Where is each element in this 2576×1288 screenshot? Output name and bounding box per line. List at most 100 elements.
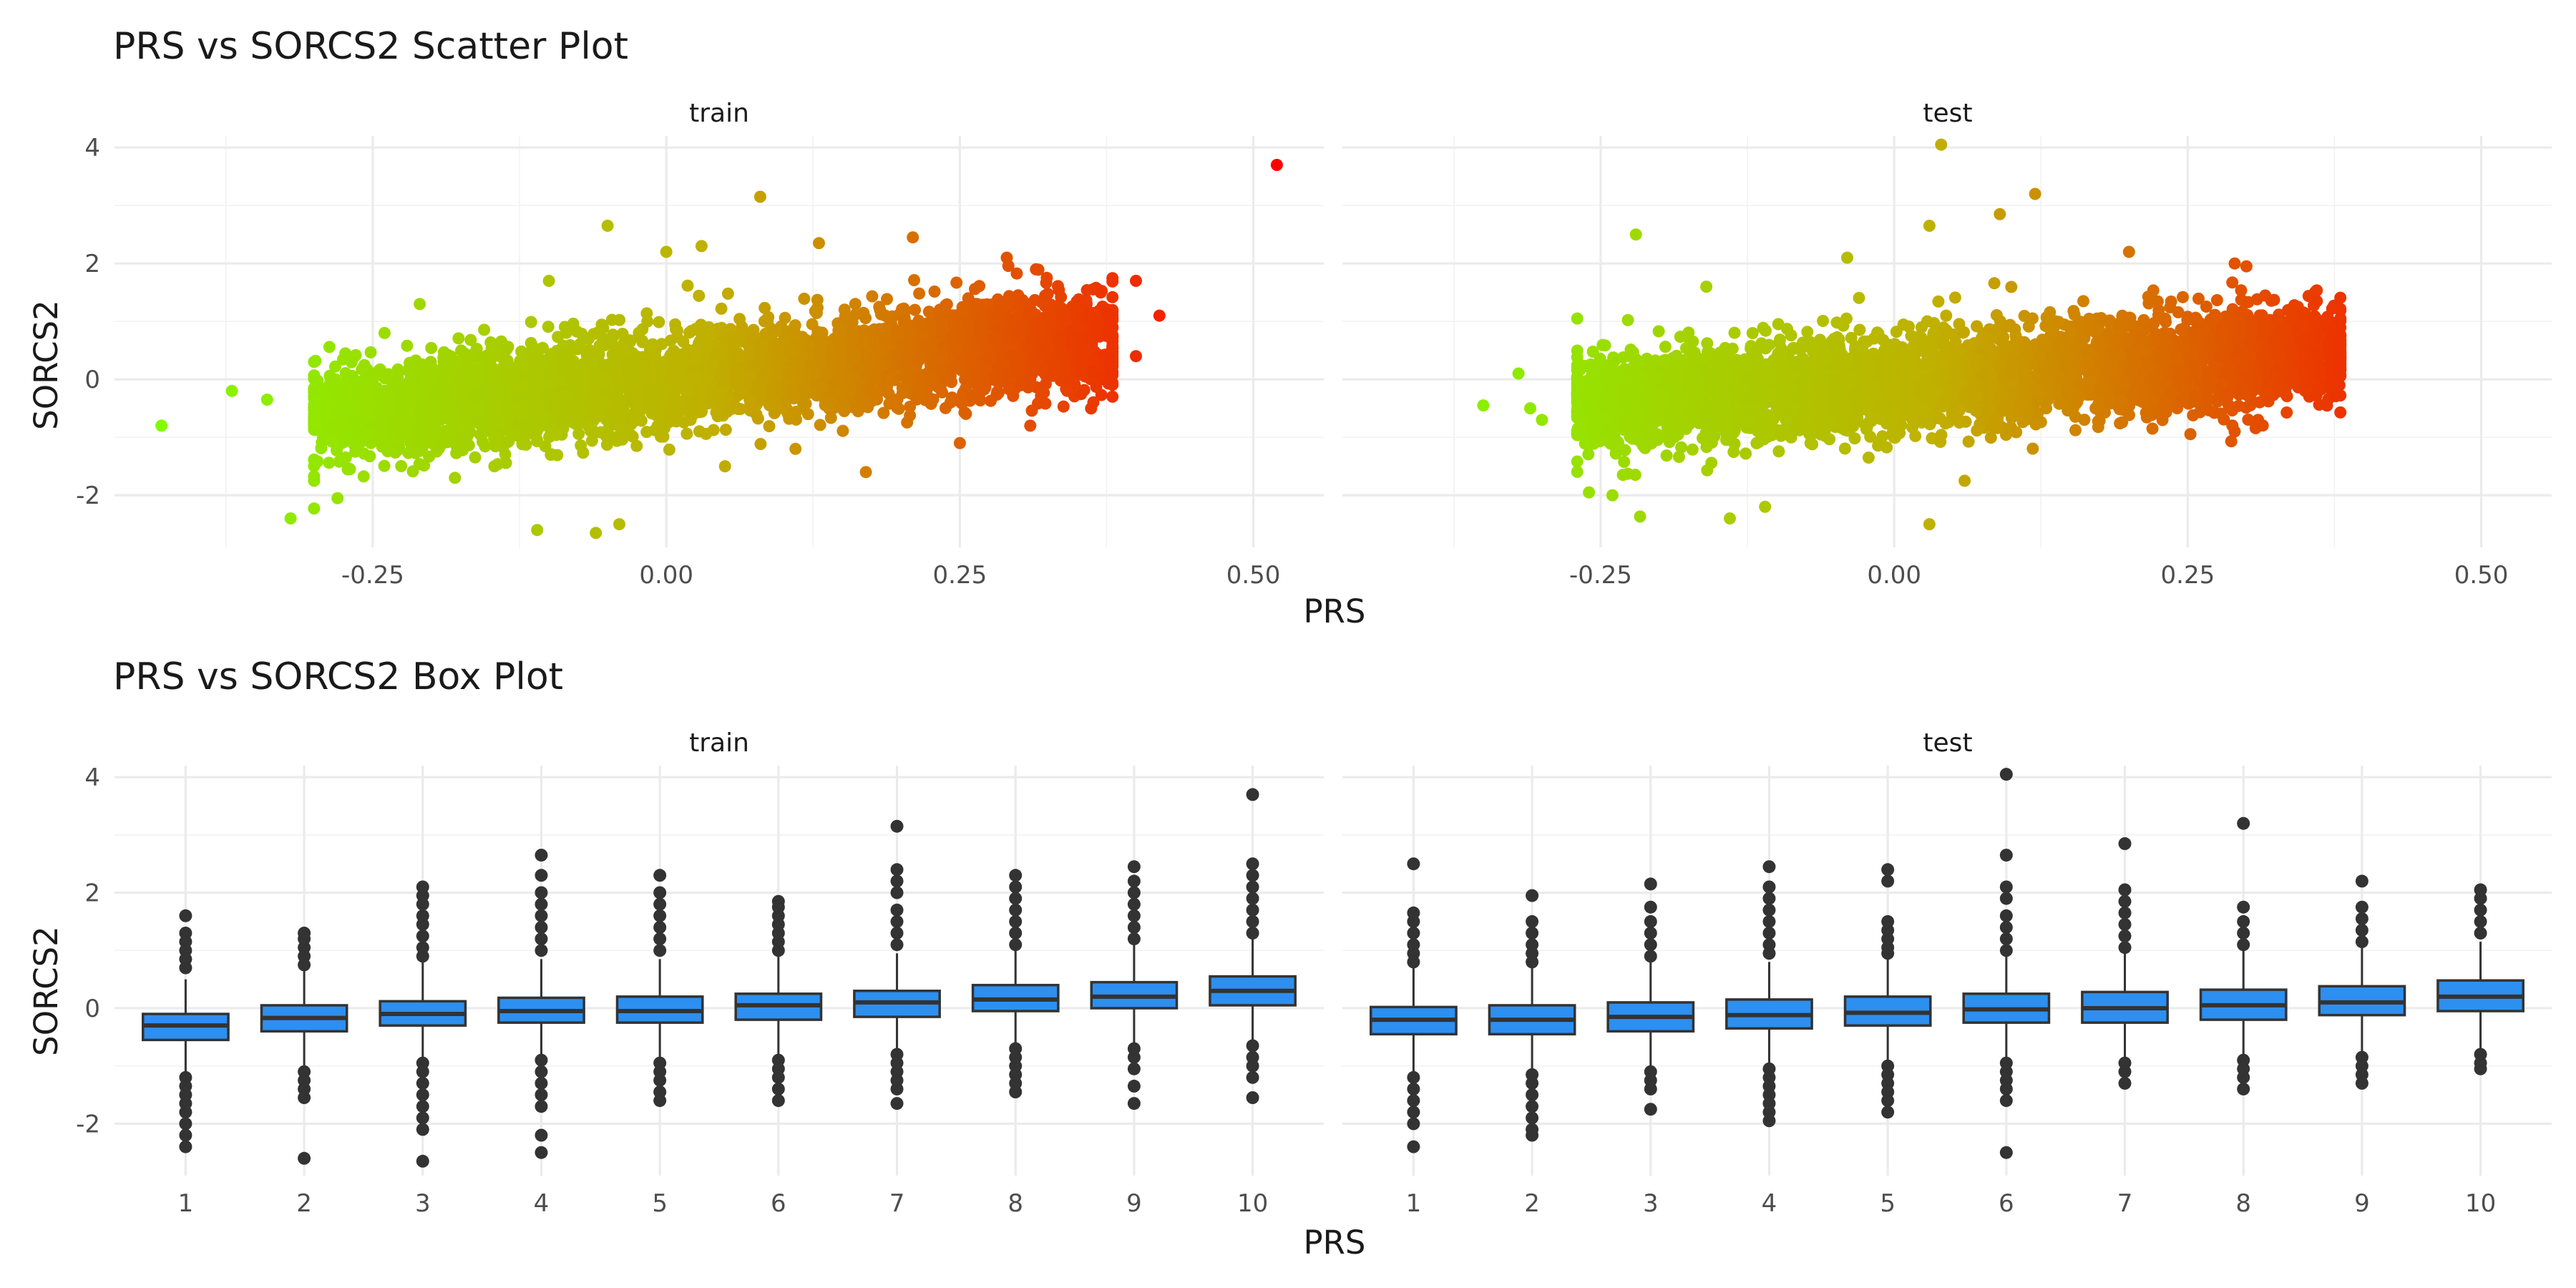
x-tick-label: 0.50 bbox=[2454, 561, 2509, 590]
scatter-point bbox=[2184, 428, 2197, 441]
scatter-point bbox=[867, 374, 880, 386]
scatter-point bbox=[718, 460, 731, 473]
scatter-point bbox=[377, 427, 390, 440]
scatter-point bbox=[866, 290, 879, 303]
scatter-point bbox=[928, 286, 941, 298]
scatter-point bbox=[847, 333, 859, 346]
scatter-point bbox=[437, 355, 450, 368]
scatter-point bbox=[669, 318, 682, 331]
scatter-point bbox=[758, 301, 771, 314]
scatter-point bbox=[478, 323, 491, 336]
scatter-point bbox=[625, 369, 638, 381]
scatter-point bbox=[2077, 295, 2089, 308]
scatter-point bbox=[975, 313, 987, 326]
scatter-point bbox=[364, 376, 376, 389]
scatter-point bbox=[308, 459, 321, 472]
scatter-point bbox=[479, 440, 492, 453]
scatter-point bbox=[1000, 296, 1013, 308]
scatter-point bbox=[515, 409, 528, 422]
scatter-point bbox=[421, 362, 434, 375]
scatter-point bbox=[1660, 449, 1673, 462]
scatter-point bbox=[660, 245, 673, 258]
x-tick-label: -0.25 bbox=[1569, 561, 1632, 590]
scatter-point bbox=[1060, 384, 1073, 397]
scatter-point bbox=[488, 460, 501, 473]
scatter-point bbox=[487, 367, 500, 380]
scatter-point bbox=[839, 310, 852, 323]
scatter-point bbox=[715, 302, 728, 315]
scatter-point bbox=[431, 384, 444, 396]
scatter-point bbox=[600, 397, 613, 410]
scatter-point bbox=[865, 325, 878, 338]
scatter-point bbox=[642, 400, 655, 413]
scatter-point bbox=[414, 298, 426, 311]
scatter-point bbox=[1065, 338, 1078, 351]
scatter-point bbox=[545, 449, 557, 462]
x-tick-label: -0.25 bbox=[341, 561, 404, 590]
scatter-point bbox=[391, 412, 404, 424]
scatter-point bbox=[987, 332, 1000, 345]
scatter-point bbox=[913, 287, 926, 300]
scatter-point bbox=[948, 361, 960, 374]
scatter-point bbox=[442, 427, 455, 440]
scatter-point bbox=[601, 220, 614, 232]
scatter-point bbox=[392, 441, 405, 454]
scatter-point bbox=[2005, 280, 2018, 293]
scatter-strip-test: test bbox=[1923, 99, 1972, 128]
scatter-point bbox=[331, 492, 344, 504]
scatter-point bbox=[700, 427, 713, 440]
scatter-point bbox=[323, 457, 336, 469]
scatter-point bbox=[1106, 342, 1119, 355]
scatter-point bbox=[488, 432, 501, 444]
scatter-point bbox=[1106, 390, 1119, 403]
scatter-point bbox=[284, 512, 297, 525]
scatter-point bbox=[909, 303, 922, 316]
scatter-point bbox=[684, 398, 697, 411]
scatter-point bbox=[1075, 388, 1088, 401]
scatter-point bbox=[1102, 377, 1115, 390]
scatter-point bbox=[980, 298, 993, 311]
scatter-point bbox=[935, 364, 947, 376]
scatter-point bbox=[753, 190, 766, 203]
scatter-point bbox=[502, 436, 514, 449]
scatter-point bbox=[727, 333, 740, 346]
scatter-point bbox=[832, 366, 845, 379]
scatter-point bbox=[1270, 159, 1283, 171]
scatter-point bbox=[574, 338, 586, 351]
scatter-point bbox=[1000, 251, 1013, 264]
scatter-point bbox=[944, 396, 957, 409]
scatter-point bbox=[337, 402, 350, 415]
x-tick-label: 0.00 bbox=[639, 561, 693, 590]
scatter-point bbox=[936, 303, 949, 316]
scatter-point bbox=[1001, 332, 1014, 345]
scatter-point bbox=[636, 334, 648, 347]
scatter-point bbox=[772, 341, 785, 353]
scatter-point bbox=[963, 361, 976, 374]
scatter-point bbox=[1085, 366, 1098, 379]
scatter-point bbox=[903, 324, 916, 336]
scatter-point bbox=[1026, 333, 1039, 346]
scatter-point bbox=[613, 412, 625, 425]
scatter-point bbox=[758, 315, 771, 328]
scatter-point bbox=[1130, 350, 1142, 363]
scatter-point bbox=[1007, 389, 1020, 402]
scatter-point bbox=[693, 289, 706, 302]
scatter-point bbox=[670, 415, 683, 428]
scatter-point bbox=[570, 386, 583, 399]
scatter-point bbox=[592, 409, 605, 422]
scatter-point bbox=[1106, 291, 1119, 303]
scatter-point bbox=[1087, 307, 1100, 320]
scatter-point bbox=[626, 394, 639, 406]
scatter-point bbox=[340, 380, 352, 393]
scatter-point bbox=[655, 430, 668, 443]
scatter-point bbox=[815, 357, 828, 369]
scatter-point bbox=[809, 305, 821, 318]
scatter-point bbox=[364, 346, 377, 358]
scatter-point bbox=[1040, 341, 1053, 354]
scatter-point bbox=[784, 344, 796, 356]
scatter-point bbox=[721, 287, 734, 300]
y-tick-label: 0 bbox=[84, 366, 100, 394]
x-tick-label: 0.50 bbox=[1226, 561, 1281, 590]
scatter-point bbox=[1932, 295, 1945, 308]
scatter-point bbox=[531, 524, 544, 537]
